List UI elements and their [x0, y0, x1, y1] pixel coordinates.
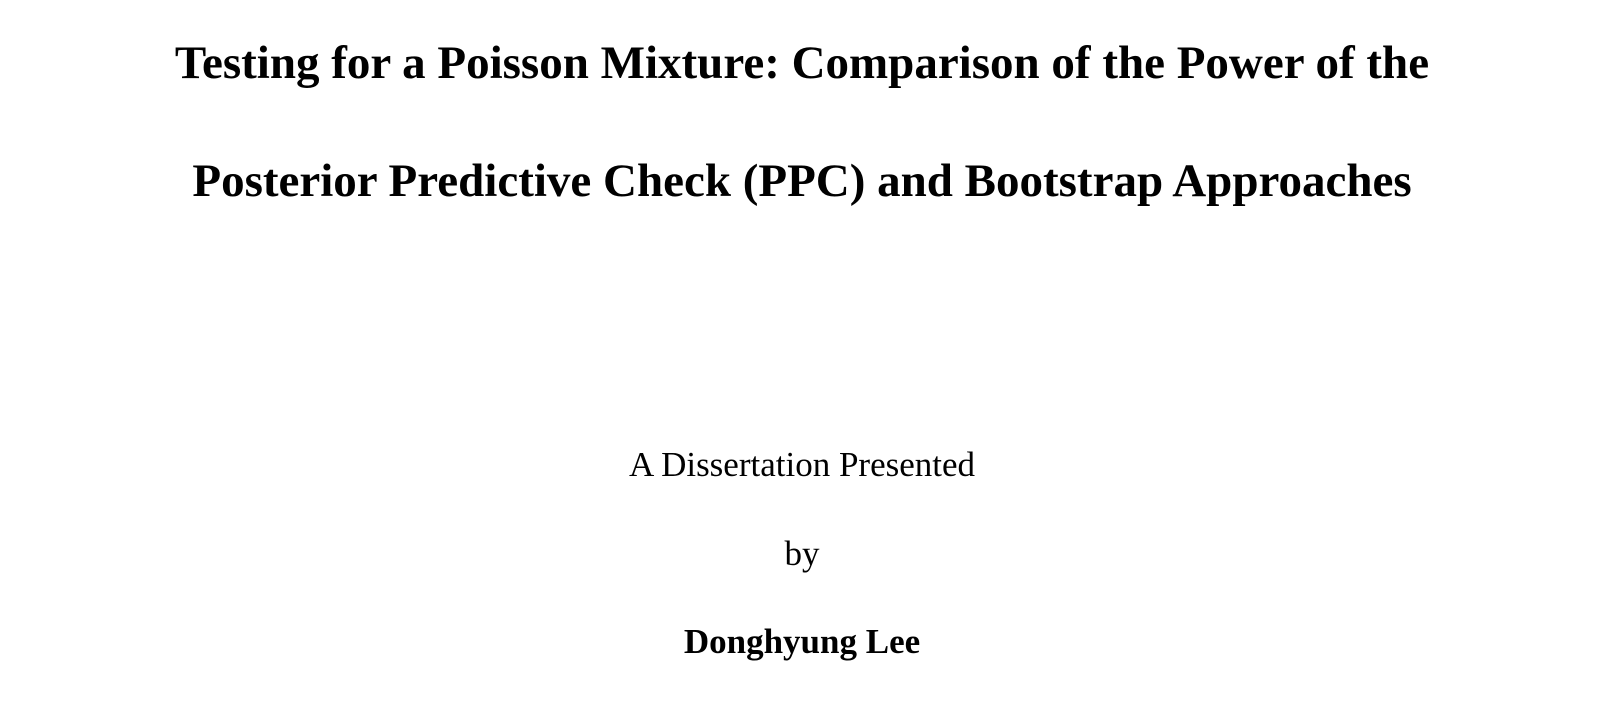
- title-line-2: Posterior Predictive Check (PPC) and Boo…: [192, 155, 1412, 207]
- title-line-1: Testing for a Poisson Mixture: Compariso…: [174, 37, 1430, 89]
- by-label: by: [784, 534, 820, 573]
- author-name: Donghyung Lee: [683, 622, 921, 661]
- presented-statement: A Dissertation Presented: [628, 445, 976, 484]
